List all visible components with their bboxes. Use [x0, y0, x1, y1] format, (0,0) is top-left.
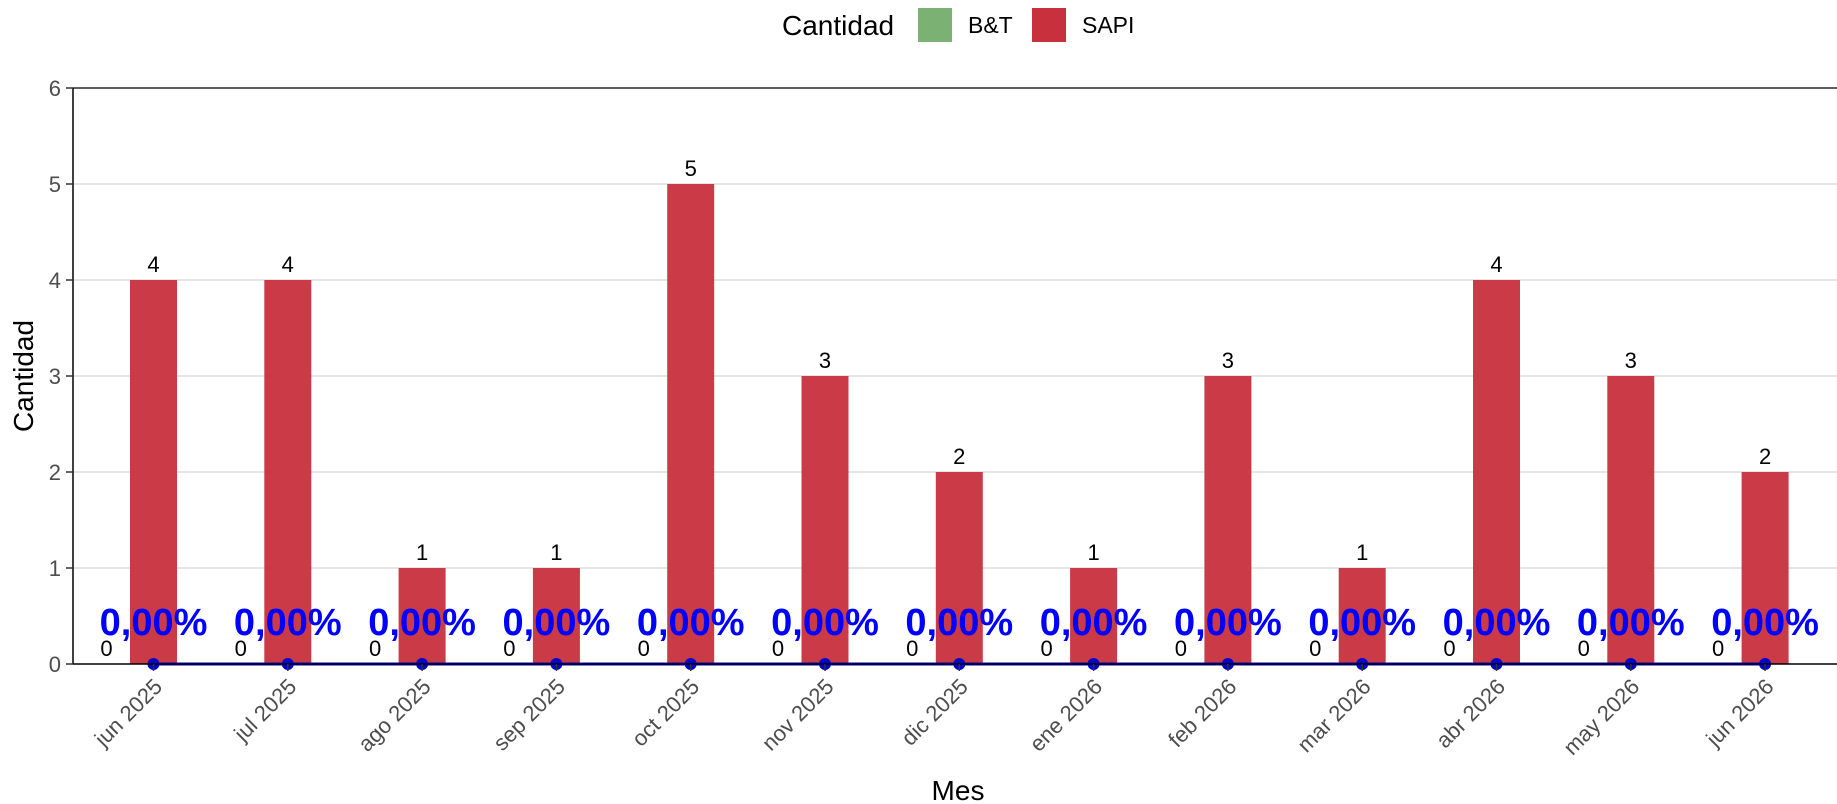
bar-label-bt: 0	[1443, 636, 1455, 661]
percent-label: 0,00%	[368, 602, 476, 644]
percent-labels: 0,00% 0,00% 0,00% 0,00% 0,00% 0,00% 0,00% 0,00%…	[100, 602, 1819, 644]
legend-swatch-sapi	[1032, 8, 1066, 42]
bar-label-sapi: 2	[1759, 444, 1771, 469]
percent-label: 0,00%	[100, 602, 208, 644]
bar-label-bt: 0	[772, 636, 784, 661]
x-axis-ticks: jun 2025 jul 2025 ago 2025 sep 2025 oct 2025…	[89, 664, 1779, 760]
bar-label-sapi: 4	[1490, 252, 1502, 277]
x-tick-label: abr 2026	[1431, 674, 1510, 753]
bar-sapi	[1741, 472, 1789, 664]
bar-label-sapi: 3	[1625, 348, 1637, 373]
x-tick-label: sep 2025	[488, 674, 570, 756]
x-tick-label: oct 2025	[627, 674, 704, 751]
bar-sapi	[801, 376, 849, 664]
bar-sapi	[1070, 568, 1118, 664]
bar-label-bt: 0	[1175, 636, 1187, 661]
percent-label: 0,00%	[905, 602, 1013, 644]
x-tick-label: feb 2026	[1163, 674, 1241, 752]
percent-label: 0,00%	[234, 602, 342, 644]
x-tick-label: nov 2025	[757, 674, 839, 756]
bar-label-sapi: 1	[416, 540, 428, 565]
bar-label-bt: 0	[369, 636, 381, 661]
bar-label-bt: 0	[100, 636, 112, 661]
percent-label: 0,00%	[637, 602, 745, 644]
legend-label-sapi: SAPI	[1082, 12, 1134, 38]
x-tick-label: jun 2026	[1701, 674, 1779, 752]
bar-label-bt: 0	[235, 636, 247, 661]
y-axis-title: Cantidad	[8, 320, 39, 432]
bar-label-bt: 0	[503, 636, 515, 661]
x-tick-label: jul 2025	[228, 674, 301, 747]
y-tick-label: 3	[49, 364, 61, 389]
bar-sapi	[1204, 376, 1252, 664]
x-tick-label: ago 2025	[353, 674, 436, 757]
bar-sapi	[935, 472, 983, 664]
bar-label-bt: 0	[1040, 636, 1052, 661]
bar-label-sapi: 1	[1087, 540, 1099, 565]
bar-sapi	[532, 568, 580, 664]
y-tick-label: 1	[49, 556, 61, 581]
bar-label-bt: 0	[1309, 636, 1321, 661]
percent-label: 0,00%	[1443, 602, 1551, 644]
bar-label-sapi: 4	[147, 252, 159, 277]
bars	[130, 184, 1789, 664]
y-tick-label: 4	[49, 268, 61, 293]
bar-label-bt: 0	[1578, 636, 1590, 661]
bar-label-bt: 0	[638, 636, 650, 661]
bar-label-sapi: 3	[1222, 348, 1234, 373]
percent-label: 0,00%	[1174, 602, 1282, 644]
bar-sapi	[1338, 568, 1386, 664]
bar-label-bt: 0	[906, 636, 918, 661]
percent-label: 0,00%	[771, 602, 879, 644]
bar-label-sapi: 2	[953, 444, 965, 469]
percent-label: 0,00%	[1308, 602, 1416, 644]
bar-sapi	[264, 280, 312, 664]
x-axis-title: Mes	[932, 775, 985, 804]
bar-label-sapi: 3	[819, 348, 831, 373]
percent-label: 0,00%	[1711, 602, 1819, 644]
x-tick-label: jun 2025	[89, 674, 167, 752]
x-tick-label: mar 2026	[1292, 674, 1375, 757]
legend-title: Cantidad	[782, 10, 894, 41]
y-tick-label: 0	[49, 652, 61, 677]
bar-label-sapi: 5	[685, 156, 697, 181]
bar-sapi	[1473, 280, 1520, 664]
legend-swatch-bt	[918, 8, 952, 42]
bar-sapi	[398, 568, 446, 664]
bar-label-sapi: 1	[1356, 540, 1368, 565]
bar-sapi	[1607, 376, 1655, 664]
percent-label: 0,00%	[1577, 602, 1685, 644]
bar-sapi	[667, 184, 715, 664]
x-tick-label: ene 2026	[1025, 674, 1108, 757]
y-axis-ticks: 0 1 2 3 4 5 6	[49, 76, 73, 677]
bar-label-sapi: 1	[550, 540, 562, 565]
y-tick-label: 6	[49, 76, 61, 101]
bar-label-sapi: 4	[282, 252, 294, 277]
legend: Cantidad B&T SAPI	[782, 8, 1134, 42]
bar-label-bt: 0	[1712, 636, 1724, 661]
bar-sapi	[130, 280, 177, 664]
percent-label: 0,00%	[503, 602, 611, 644]
y-tick-label: 2	[49, 460, 61, 485]
x-tick-label: dic 2025	[896, 674, 973, 751]
legend-label-bt: B&T	[968, 12, 1013, 38]
x-tick-label: may 2026	[1558, 674, 1644, 760]
percent-label: 0,00%	[1040, 602, 1148, 644]
y-tick-label: 5	[49, 172, 61, 197]
gridlines	[73, 87, 1837, 569]
